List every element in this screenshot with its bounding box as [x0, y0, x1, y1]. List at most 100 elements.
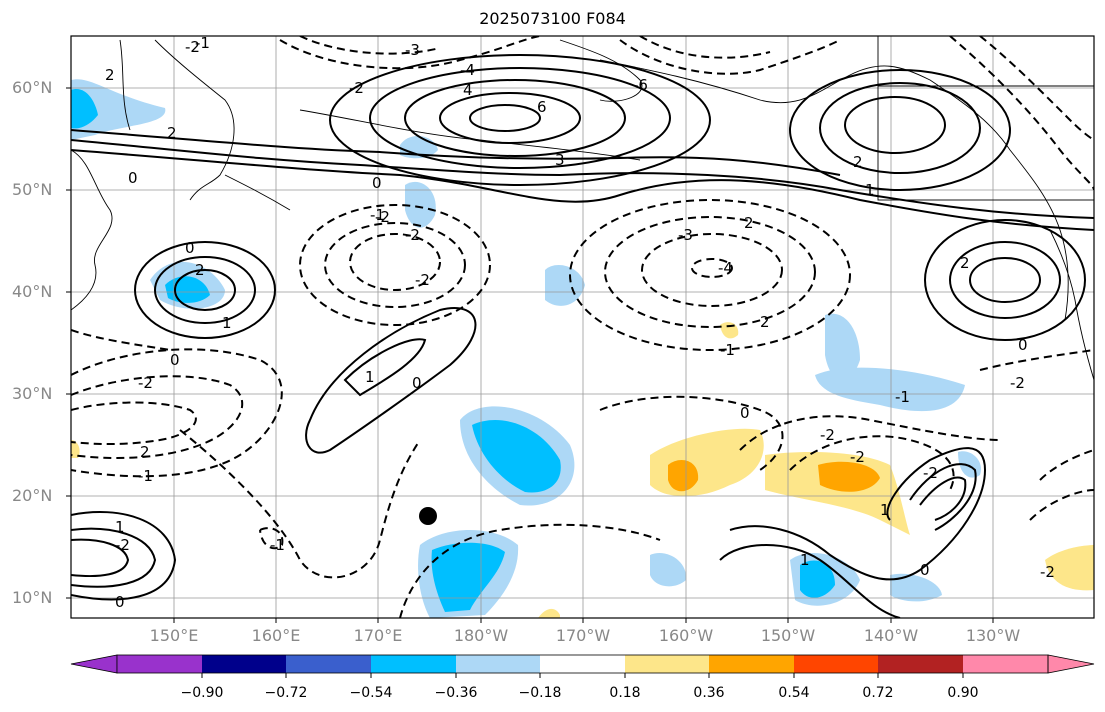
contour-label: -2	[138, 374, 153, 392]
contour-label: 1	[365, 368, 375, 386]
lat-label: 20°N	[12, 486, 53, 505]
shade-yellow	[650, 428, 764, 497]
lon-label: 150°E	[149, 626, 199, 645]
contour-label: 0	[170, 351, 180, 369]
contour-dashed	[739, 415, 1001, 451]
shading-layer	[71, 79, 1094, 618]
contour-dashed	[619, 39, 841, 75]
contour-label: 0	[920, 561, 930, 579]
contour-dashed	[569, 199, 851, 351]
shade-orange	[818, 461, 880, 492]
contour-label: -6	[633, 76, 648, 94]
coastline-kamchatka	[154, 39, 235, 201]
contour-label: 1	[880, 501, 890, 519]
contour-label: 0	[185, 239, 195, 257]
contour-solid	[969, 257, 1041, 303]
contour-dashed	[71, 375, 244, 459]
contour-label: -1	[195, 34, 210, 52]
contour-label: 2	[195, 261, 205, 279]
contour-solid	[369, 67, 671, 169]
lon-label: 130°W	[965, 626, 1021, 645]
contour-solid	[71, 139, 1094, 219]
contour-label: -2	[185, 38, 200, 56]
contour-dashed	[604, 216, 816, 328]
contour-label: -4	[460, 61, 475, 79]
coastline-kuril	[224, 174, 291, 211]
lat-label: 40°N	[12, 282, 53, 301]
contour-label: 2	[760, 313, 770, 331]
contour-solid	[919, 476, 967, 521]
colorbar-bin	[117, 655, 202, 673]
contour-label: -4	[718, 259, 733, 277]
shade-yellow	[71, 440, 80, 458]
shade-blue	[405, 181, 436, 228]
contour-label: 1	[222, 314, 232, 332]
colorbar-arrow-left	[70, 654, 118, 674]
colorbar-bin	[794, 655, 878, 673]
contours-negative	[71, 36, 1094, 618]
contour-label: 0	[1018, 336, 1028, 354]
contour-dashed	[349, 233, 441, 291]
colorbar-bin	[456, 655, 540, 673]
contour-dashed	[71, 329, 171, 351]
contour-label: 0	[740, 404, 750, 422]
contour-label: 6	[537, 98, 547, 116]
contour-solid	[305, 307, 477, 454]
contour-solid	[469, 104, 541, 132]
contour-label: 2	[167, 124, 177, 142]
colorbar-bin	[371, 655, 456, 673]
contour-solid	[329, 54, 711, 186]
contour-label: -2	[850, 448, 865, 466]
colorbar-label: 0.72	[862, 685, 894, 701]
colorbar-label: 0.18	[609, 685, 641, 701]
shade-yellow	[1045, 545, 1094, 591]
contour-dashed	[324, 222, 466, 308]
contour-solid	[71, 129, 841, 176]
contour-dashed	[259, 527, 284, 550]
contour-label: -2	[1040, 563, 1055, 581]
axis-ticks	[66, 87, 994, 623]
storm-center-marker	[419, 507, 437, 525]
coastline-na-west	[1049, 229, 1094, 381]
contour-solid	[134, 241, 276, 339]
coastline-bering	[559, 39, 643, 102]
gridlines	[71, 36, 1094, 618]
contour-dashed	[641, 233, 783, 307]
lon-label: 170°E	[353, 626, 403, 645]
contour-label: 0	[412, 374, 422, 392]
lon-label: 180°W	[453, 626, 509, 645]
colorbar	[70, 654, 1095, 678]
contour-label: -2	[349, 79, 364, 97]
contour-label: 2	[744, 214, 754, 232]
contour-label: -2	[1010, 374, 1025, 392]
contour-label: -1	[270, 536, 285, 554]
contour-dashed	[1029, 489, 1094, 521]
contour-solid	[71, 538, 130, 578]
contour-solid	[719, 544, 901, 618]
coastline-okhotsk	[119, 39, 131, 131]
contour-dashed	[299, 204, 491, 326]
colorbar-label: −0.36	[434, 685, 478, 701]
contour-solid	[404, 79, 626, 157]
colorbar-bin	[286, 655, 371, 673]
contour-label: -2	[115, 536, 130, 554]
contour-label: 1	[115, 518, 125, 536]
contour-solid	[71, 149, 1094, 231]
contour-label: -3	[678, 226, 693, 244]
shade-blue	[650, 552, 687, 587]
contour-dashed	[179, 429, 421, 579]
contour-label: -3	[405, 41, 420, 59]
contour-dashed	[949, 36, 1094, 191]
contour-solid	[71, 511, 177, 601]
coastline-alaska	[599, 59, 1069, 321]
contour-label: -2	[923, 464, 938, 482]
colorbar-arrow-right	[1047, 654, 1095, 674]
contour-label: 2	[853, 153, 863, 171]
colorbar-label: −0.90	[180, 685, 224, 701]
contour-dashed	[979, 36, 1094, 141]
lon-label: 170°W	[555, 626, 611, 645]
contour-dashed	[599, 395, 784, 471]
shade-blue	[800, 560, 835, 598]
contour-dashed	[279, 36, 541, 70]
